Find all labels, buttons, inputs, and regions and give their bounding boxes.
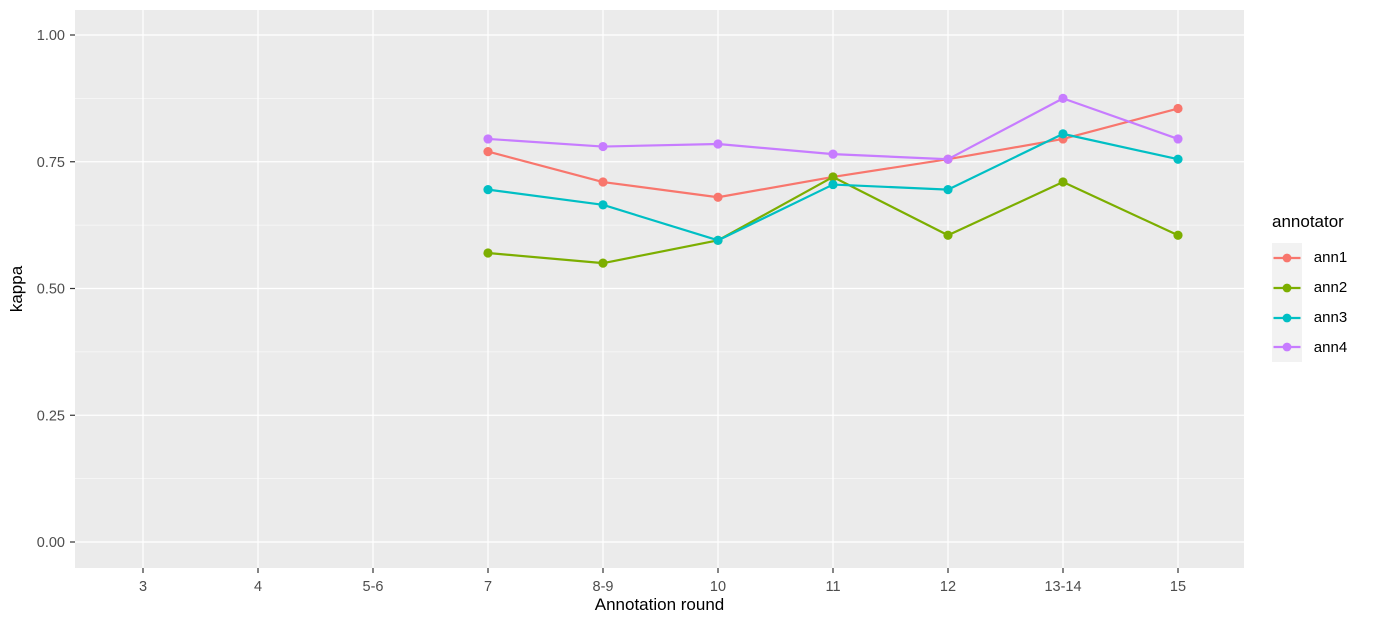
legend-item-ann2: ann2: [1272, 272, 1348, 303]
data-point-ann3: [943, 185, 953, 195]
data-point-ann1: [598, 177, 608, 187]
data-point-ann4: [483, 134, 493, 144]
legend-line-dot-icon: [1272, 302, 1302, 333]
data-point-ann1: [713, 192, 723, 202]
legend-label: ann2: [1313, 279, 1348, 297]
data-point-ann4: [943, 154, 953, 164]
legend-line-dot-icon: [1272, 242, 1302, 273]
x-axis-tick-label: 15: [1170, 579, 1186, 595]
data-point-ann2: [598, 258, 608, 268]
data-point-ann2: [943, 230, 953, 240]
data-point-ann2: [1058, 177, 1068, 187]
y-axis-tick-label: 0.25: [37, 408, 65, 424]
x-axis-tick-label: 5-6: [363, 579, 384, 595]
legend-line-dot-icon: [1272, 272, 1302, 303]
legend: annotator ann1 ann2 ann3: [1272, 211, 1348, 363]
data-point-ann2: [483, 248, 493, 258]
data-point-ann4: [1058, 93, 1068, 103]
legend-label: ann4: [1313, 338, 1348, 356]
data-point-ann1: [1173, 103, 1183, 114]
x-axis-tick-label: 11: [825, 579, 840, 595]
legend-line-dot-icon: [1272, 332, 1302, 363]
legend-key-swatch: [1272, 272, 1302, 303]
x-axis-tick-label: 12: [940, 579, 956, 595]
legend-title: annotator: [1272, 212, 1344, 231]
y-axis-tick-label: 1.00: [37, 28, 65, 44]
y-axis-tick-label: 0.00: [37, 535, 65, 551]
legend-key-swatch: [1272, 302, 1302, 333]
data-point-ann3: [1058, 129, 1068, 139]
data-point-ann3: [483, 185, 493, 195]
data-point-ann4: [828, 149, 838, 159]
data-point-ann4: [713, 139, 723, 149]
data-point-ann1: [483, 147, 493, 157]
x-axis-title: Annotation round: [595, 595, 725, 614]
data-point-ann3: [828, 179, 838, 190]
x-axis-tick-label: 7: [484, 579, 492, 595]
data-point-ann3: [598, 200, 608, 210]
legend-item-ann4: ann4: [1272, 332, 1348, 363]
x-axis-tick-label: 13-14: [1044, 579, 1081, 595]
legend-rows: ann1 ann2 ann3 ann4: [1272, 242, 1348, 363]
legend-label: ann1: [1313, 249, 1348, 267]
data-point-ann2: [828, 172, 838, 182]
legend-key-swatch: [1272, 332, 1302, 363]
y-axis-title: kappa: [7, 265, 26, 312]
y-axis-tick-label: 0.50: [37, 282, 65, 298]
data-point-ann4: [1173, 134, 1183, 144]
legend-label: ann3: [1313, 308, 1348, 326]
y-axis-tick-label: 0.75: [37, 155, 65, 171]
data-point-ann3: [1173, 154, 1183, 164]
legend-item-ann3: ann3: [1272, 302, 1348, 333]
x-axis-tick-label: 3: [139, 579, 147, 595]
x-axis-tick-label: 10: [710, 579, 726, 595]
data-point-ann2: [1173, 230, 1183, 240]
legend-item-ann1: ann1: [1272, 242, 1348, 273]
data-point-ann4: [598, 141, 608, 152]
legend-key-swatch: [1272, 242, 1302, 273]
x-axis-tick-label: 8-9: [593, 579, 614, 595]
x-axis-tick-label: 4: [254, 579, 262, 595]
data-point-ann3: [713, 235, 723, 245]
